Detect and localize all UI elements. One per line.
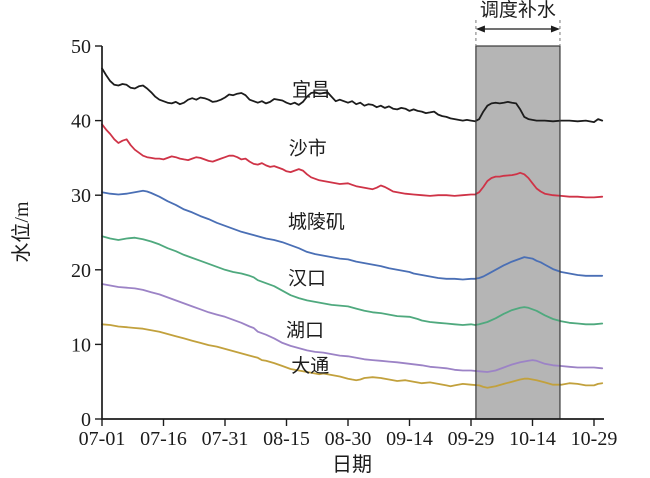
x-tick-label: 09-14 <box>386 428 433 450</box>
y-axis-title: 水位/m <box>10 201 33 263</box>
x-tick-label: 08-30 <box>325 428 372 450</box>
series-label-hukou: 湖口 <box>286 320 324 342</box>
series-line-datong <box>101 323 604 389</box>
x-tick-label: 10-14 <box>509 428 556 450</box>
series-label-hankou: 汉口 <box>288 268 326 290</box>
y-tick-label: 40 <box>71 111 91 133</box>
series-line-yichang <box>101 67 604 123</box>
series-line-shashi <box>101 123 604 199</box>
series-label-datong: 大通 <box>291 355 329 377</box>
series-line-chenglingji <box>101 189 604 281</box>
series-line-hankou <box>101 235 604 326</box>
band-arrowhead-left <box>475 25 485 33</box>
series-label-yichang: 宜昌 <box>292 79 330 101</box>
series-line-hukou <box>101 283 604 373</box>
x-tick-label: 09-29 <box>448 428 495 450</box>
y-tick-label: 30 <box>71 185 91 207</box>
x-tick-label: 07-31 <box>202 428 249 450</box>
x-tick-label: 07-01 <box>79 428 126 450</box>
x-axis-title: 日期 <box>332 454 372 476</box>
series-label-chenglingji: 城陵矶 <box>288 211 345 233</box>
x-tick-label: 07-16 <box>140 428 187 450</box>
series-label-shashi: 沙市 <box>289 138 327 160</box>
x-tick-label: 08-15 <box>263 428 310 450</box>
band-label: 调度补水 <box>480 0 556 21</box>
y-tick-label: 10 <box>71 334 91 356</box>
band-arrowhead-right <box>550 25 560 33</box>
y-tick-label: 50 <box>71 36 91 58</box>
y-tick-label: 20 <box>71 260 91 282</box>
x-tick-label: 10-29 <box>571 428 618 450</box>
replenishment-band <box>475 46 560 419</box>
y-tick-label: 0 <box>81 409 91 431</box>
